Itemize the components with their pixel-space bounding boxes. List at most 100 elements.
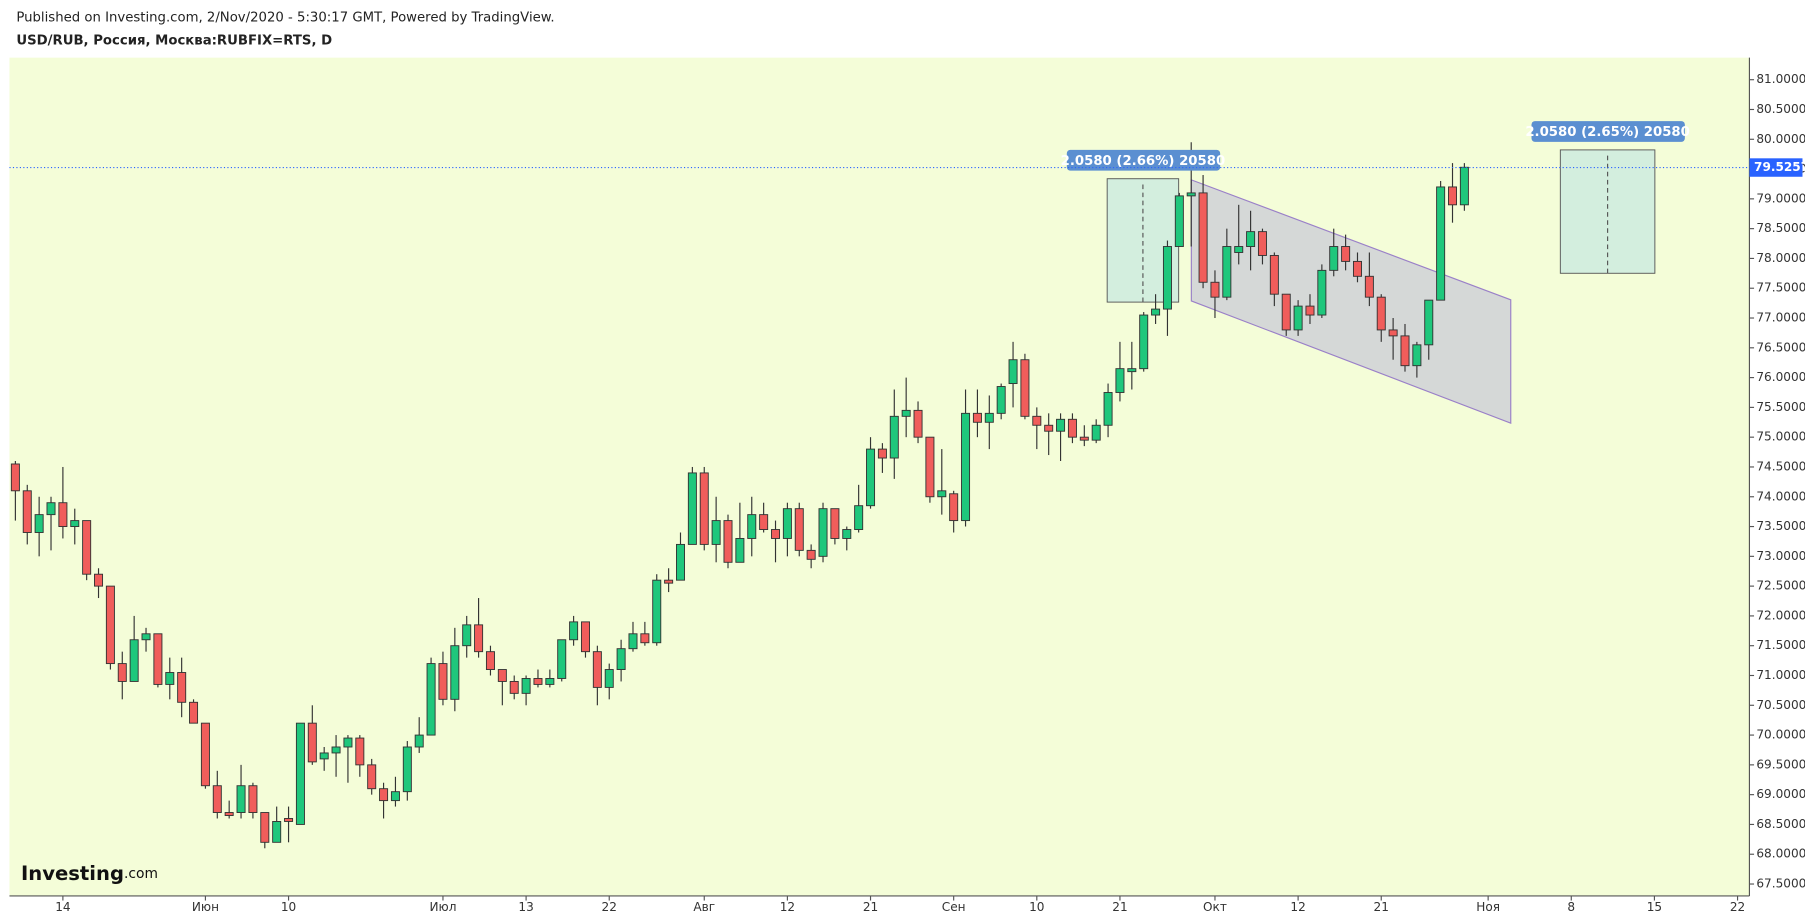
candle-body	[1139, 314, 1149, 370]
y-tick-label: 70.5000	[1756, 698, 1805, 712]
candle-body	[1305, 305, 1315, 316]
candle-body	[236, 785, 246, 813]
x-tick-label: 13	[518, 900, 533, 914]
candle-body	[1341, 246, 1351, 262]
candle-body	[1424, 299, 1434, 346]
y-tick-label: 73.0000	[1756, 549, 1805, 563]
candle-body	[1020, 359, 1030, 417]
candle-body	[355, 737, 365, 766]
y-tick-label: 76.0000	[1756, 370, 1805, 384]
y-tick-label: 69.0000	[1756, 787, 1805, 801]
candle-body	[1293, 305, 1303, 331]
candle-body	[1103, 392, 1113, 426]
x-tick-label: Сен	[942, 900, 966, 914]
candle-body	[1376, 296, 1386, 331]
candle-body	[830, 508, 840, 539]
y-tick-label: 80.5000	[1756, 102, 1805, 116]
candle-body	[1281, 293, 1291, 331]
candle-body	[877, 448, 887, 459]
candle-body	[1198, 192, 1208, 283]
candle-body	[319, 752, 329, 760]
x-tick-label: 22	[1730, 900, 1745, 914]
candle-body	[153, 633, 163, 685]
candle-body	[165, 672, 175, 685]
candle-body	[723, 520, 733, 563]
candle-body	[450, 645, 460, 700]
last-price-box	[1749, 158, 1803, 177]
candle-body	[652, 579, 662, 644]
candle-body	[1210, 281, 1220, 298]
published-line: Published on Investing.com, 2/Nov/2020 -…	[16, 10, 554, 25]
candle-body	[414, 734, 424, 748]
y-tick-label: 77.5000	[1756, 281, 1805, 295]
candle-body	[735, 537, 745, 563]
candle-body	[604, 669, 614, 688]
candle-body	[1257, 231, 1267, 256]
x-tick-label: Ноя	[1476, 900, 1500, 914]
y-tick-label: 74.0000	[1756, 489, 1805, 503]
candle-body	[972, 412, 982, 423]
candle-body	[889, 415, 899, 459]
x-tick-label: 10	[1029, 900, 1044, 914]
candle-body	[1317, 269, 1327, 316]
y-tick-label: 68.5000	[1756, 817, 1805, 831]
candle-body	[1388, 329, 1398, 337]
candle-body	[367, 764, 377, 790]
candle-body	[34, 514, 44, 533]
candle-body	[260, 812, 270, 843]
candle-body	[177, 672, 187, 703]
candle-body	[212, 785, 222, 813]
candle-body	[70, 520, 80, 528]
x-tick-label: Июн	[192, 900, 219, 914]
candle-body	[747, 514, 757, 539]
plot-background	[9, 57, 1750, 896]
x-tick-label: 10	[281, 900, 296, 914]
y-tick-label: 75.0000	[1756, 430, 1805, 444]
candle-body	[462, 624, 472, 647]
candle-body	[913, 409, 923, 438]
candle-body	[1412, 344, 1422, 367]
candle-body	[771, 529, 781, 539]
candle-body	[1352, 260, 1362, 277]
candle-body	[782, 508, 792, 539]
candle-body	[866, 448, 876, 507]
candle-body	[1436, 186, 1446, 301]
x-tick-label: Окт	[1203, 900, 1227, 914]
y-tick-label: 72.0000	[1756, 608, 1805, 622]
annotation-box	[1066, 149, 1221, 171]
y-tick-label: 77.0000	[1756, 311, 1805, 325]
candle-body	[961, 412, 971, 522]
candle-body	[189, 701, 199, 724]
candle-body	[1067, 418, 1077, 438]
candle-body	[687, 472, 697, 545]
candle-body	[580, 621, 590, 653]
candle-body	[497, 669, 507, 682]
candle-body	[10, 463, 20, 492]
x-tick-label: Авг	[693, 900, 715, 914]
candle-body	[711, 520, 721, 545]
y-tick-label: 76.5000	[1756, 340, 1805, 354]
x-tick-label: 12	[1290, 900, 1305, 914]
y-tick-label: 79.0000	[1756, 191, 1805, 205]
y-tick-label: 70.0000	[1756, 728, 1805, 742]
candle-body	[331, 746, 341, 754]
candle-body	[842, 529, 852, 539]
candle-body	[1079, 436, 1089, 441]
candle-body	[379, 788, 389, 802]
x-tick-label: 14	[55, 900, 71, 914]
candle-body	[105, 585, 115, 665]
candle-body	[509, 680, 519, 694]
candle-body	[901, 409, 911, 417]
candle-body	[984, 412, 994, 423]
candle-body	[343, 737, 353, 748]
candle-body	[925, 436, 935, 498]
candle-body	[1222, 246, 1232, 298]
y-tick-label: 74.5000	[1756, 459, 1805, 473]
candle-body	[1174, 195, 1184, 247]
candle-body	[1269, 254, 1279, 295]
candle-body	[129, 639, 139, 682]
candle-body	[794, 508, 804, 551]
candle-body	[1091, 424, 1101, 441]
candle-body	[545, 678, 555, 685]
